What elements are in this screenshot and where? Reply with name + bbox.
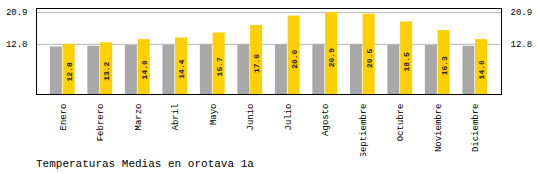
svg-text:15.7: 15.7 — [215, 57, 224, 76]
svg-text:Marzo: Marzo — [134, 104, 144, 131]
svg-text:Noviembre: Noviembre — [434, 104, 444, 153]
svg-text:20.9: 20.9 — [327, 48, 336, 67]
svg-text:18.5: 18.5 — [402, 52, 411, 71]
svg-text:16.3: 16.3 — [440, 56, 449, 75]
svg-text:Enero: Enero — [59, 104, 69, 131]
svg-text:Mayo: Mayo — [209, 104, 219, 126]
svg-text:Febrero: Febrero — [96, 104, 106, 142]
svg-text:14.0: 14.0 — [140, 60, 149, 79]
svg-text:Abril: Abril — [171, 104, 181, 131]
svg-text:12.8: 12.8 — [511, 40, 533, 50]
svg-text:Agosto: Agosto — [321, 104, 331, 136]
svg-text:Octubre: Octubre — [396, 104, 406, 142]
svg-text:14.0: 14.0 — [477, 60, 486, 79]
svg-text:Diciembre: Diciembre — [471, 104, 481, 153]
svg-text:Junio: Junio — [246, 104, 256, 131]
svg-text:20.5: 20.5 — [365, 49, 374, 68]
svg-text:Julio: Julio — [284, 104, 294, 131]
svg-text:Septiembre: Septiembre — [359, 104, 369, 157]
svg-text:14.4: 14.4 — [177, 59, 186, 78]
html-text:Temperaturas Medias en orotava: Temperaturas Medias en orotava 1a — [36, 158, 254, 170]
svg-text:20.9: 20.9 — [6, 8, 28, 18]
svg-text:20.0: 20.0 — [290, 49, 299, 68]
svg-text:12.8: 12.8 — [65, 62, 74, 81]
svg-text:17.6: 17.6 — [252, 54, 261, 73]
svg-text:20.9: 20.9 — [511, 8, 533, 18]
svg-text:13.2: 13.2 — [102, 61, 111, 80]
svg-text:12.8: 12.8 — [6, 40, 28, 50]
